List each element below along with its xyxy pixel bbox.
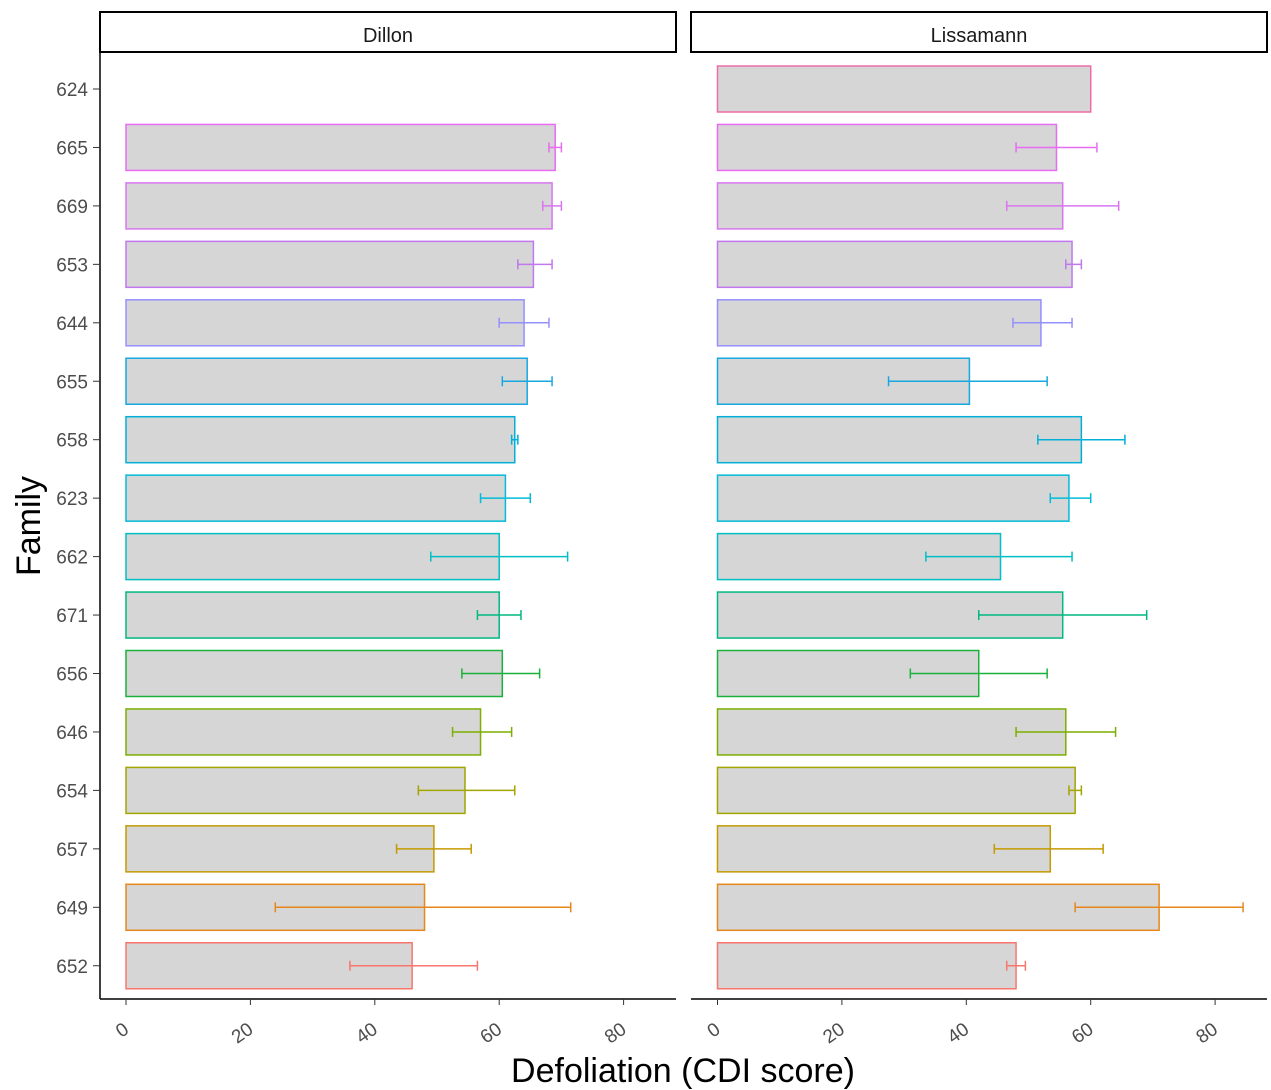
bar-dillon-655	[125, 357, 528, 405]
bar-lissamann-646	[716, 708, 1067, 756]
facet-label-lissamann: Lissamann	[931, 25, 1028, 47]
y-tick-label-656: 656	[56, 665, 88, 686]
y-tick-label-653: 653	[56, 255, 88, 276]
x-tick-label-dillon-60: 60	[477, 1019, 506, 1048]
y-tick-label-671: 671	[56, 606, 88, 627]
bar-lissamann-624	[716, 65, 1092, 113]
bar-dillon-654	[125, 766, 466, 815]
bar-dillon-653	[125, 240, 535, 289]
bar-lissamann-658	[716, 415, 1083, 464]
y-tick-label-652: 652	[56, 957, 88, 978]
y-tick-label-669: 669	[56, 197, 88, 218]
x-tick-label-lissamann-0: 0	[704, 1019, 725, 1042]
x-tick-label-dillon-80: 80	[601, 1019, 630, 1048]
bar-lissamann-623	[716, 474, 1070, 522]
y-tick-label-644: 644	[56, 314, 88, 335]
y-tick-label-623: 623	[56, 489, 88, 510]
bar-dillon-671	[125, 591, 500, 639]
bar-lissamann-652	[716, 942, 1017, 990]
y-tick-label-646: 646	[56, 723, 88, 744]
bar-dillon-646	[125, 708, 482, 756]
y-tick-label-649: 649	[56, 898, 88, 919]
y-axis-title: Family	[10, 476, 48, 576]
bar-dillon-657	[125, 825, 435, 873]
y-tick-label-624: 624	[56, 80, 88, 101]
x-tick-label-lissamann-80: 80	[1193, 1019, 1222, 1048]
bar-dillon-669	[125, 182, 553, 230]
x-tick-label-lissamann-40: 40	[944, 1019, 973, 1048]
y-tick-label-655: 655	[56, 372, 88, 393]
y-tick-label-658: 658	[56, 431, 88, 452]
y-tick-label-654: 654	[56, 781, 88, 802]
y-tick-label-657: 657	[56, 840, 88, 861]
facet-label-dillon: Dillon	[363, 25, 413, 47]
x-tick-label-dillon-40: 40	[352, 1019, 381, 1048]
x-tick-label-lissamann-60: 60	[1068, 1019, 1097, 1048]
x-axis-title: Defoliation (CDI score)	[511, 1052, 855, 1090]
bar-dillon-656	[125, 649, 504, 698]
bar-lissamann-654	[716, 766, 1076, 815]
bar-dillon-623	[125, 474, 507, 522]
y-tick-label-665: 665	[56, 138, 88, 159]
x-tick-label-dillon-0: 0	[112, 1019, 133, 1042]
x-tick-label-dillon-20: 20	[228, 1019, 257, 1048]
bar-lissamann-669	[716, 182, 1064, 230]
bar-lissamann-665	[716, 123, 1058, 172]
facet-strip-dillon	[99, 11, 677, 53]
bar-lissamann-653	[716, 240, 1073, 289]
y-tick-label-662: 662	[56, 548, 88, 569]
facet-strip-lissamann	[690, 11, 1268, 53]
bar-lissamann-644	[716, 299, 1042, 347]
bar-dillon-644	[125, 299, 525, 347]
bar-dillon-658	[125, 415, 516, 464]
bar-dillon-665	[125, 123, 556, 172]
x-tick-label-lissamann-20: 20	[819, 1019, 848, 1048]
